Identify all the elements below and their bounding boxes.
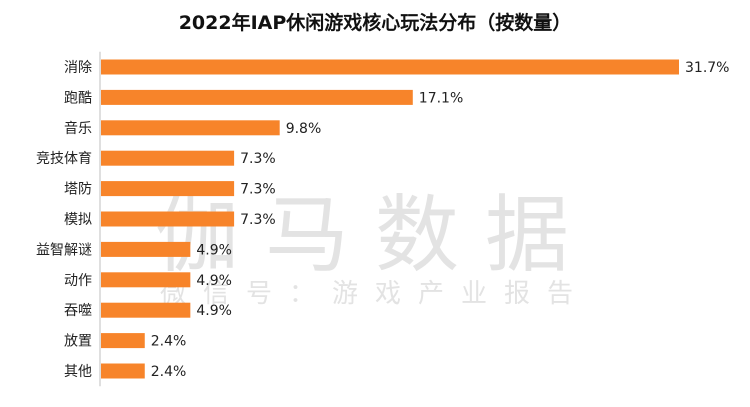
bar [101, 211, 235, 227]
category-label: 塔防 [64, 182, 92, 198]
category-label: 跑酷 [64, 90, 92, 106]
data-label: 4.9% [196, 273, 232, 289]
category-label: 动作 [64, 273, 92, 289]
bar [101, 272, 191, 288]
category-label: 放置 [64, 334, 92, 350]
category-label: 模拟 [64, 212, 92, 228]
bar [101, 363, 145, 379]
category-label: 消除 [64, 60, 92, 76]
category-label: 竞技体育 [36, 150, 92, 167]
data-label: 4.9% [196, 242, 232, 258]
bar [101, 181, 235, 197]
data-label: 4.9% [196, 303, 232, 319]
category-label: 音乐 [64, 120, 92, 137]
data-label: 9.8% [286, 121, 322, 137]
data-label: 7.3% [240, 151, 276, 167]
bar [101, 59, 679, 75]
bar [101, 89, 413, 105]
category-label: 吞噬 [64, 303, 92, 319]
bar [101, 120, 280, 136]
data-label: 17.1% [419, 90, 463, 106]
bar [101, 333, 145, 349]
data-label: 31.7% [685, 60, 729, 76]
data-label: 2.4% [151, 334, 187, 350]
category-label: 益智解谜 [36, 242, 92, 258]
chart-title: 2022年IAP休闲游戏核心玩法分布（按数量） [178, 12, 572, 34]
category-label: 其他 [64, 364, 92, 380]
data-label: 7.3% [240, 212, 276, 228]
bar [101, 241, 191, 257]
data-label: 2.4% [151, 364, 187, 380]
data-label: 7.3% [240, 182, 276, 198]
bar [101, 302, 191, 318]
bar [101, 150, 235, 166]
